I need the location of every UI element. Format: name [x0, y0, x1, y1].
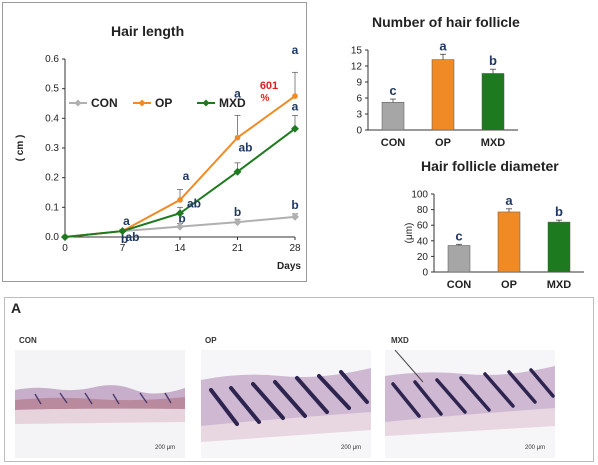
x-tick-label-mxd: MXD — [547, 279, 572, 290]
bar-op — [431, 59, 455, 131]
histology-label-con: CON — [19, 336, 37, 345]
significance-letter: b — [121, 232, 128, 246]
data-point — [176, 222, 184, 231]
annotation-unit: % — [261, 93, 270, 104]
histology-image-op — [201, 350, 371, 458]
y-tick-label: 0.1 — [45, 202, 59, 213]
y-tick-label: 20 — [417, 252, 429, 263]
y-tick-label: 0.5 — [45, 84, 59, 95]
significance-letter: ab — [238, 141, 252, 155]
significance-letter: b — [178, 212, 185, 226]
y-tick-label: 0.0 — [45, 232, 59, 243]
scale-bar-mxd: 200 μm — [525, 445, 546, 451]
data-point — [291, 212, 299, 221]
data-point — [61, 233, 69, 241]
significance-letter: a — [439, 38, 447, 53]
legend-marker — [138, 99, 146, 107]
x-tick-label: 0 — [62, 243, 68, 254]
significance-letter: ab — [125, 230, 139, 244]
significance-letter: b — [555, 204, 563, 219]
legend-label-con: CON — [91, 96, 118, 110]
x-tick-label: 14 — [174, 243, 186, 254]
legend-marker — [74, 99, 82, 107]
legend-label-mxd: MXD — [219, 96, 246, 110]
y-tick-label: 0.6 — [45, 54, 59, 65]
data-point — [177, 197, 183, 203]
annotation-value: 601 — [260, 80, 278, 92]
y-tick-label: 100 — [411, 190, 428, 201]
significance-letter: c — [455, 228, 462, 243]
follicle-diameter-title: Hair follicle diameter — [421, 158, 559, 174]
x-tick-label: 21 — [232, 243, 244, 254]
bar-mxd — [481, 73, 505, 131]
y-axis-label: ( cm ) — [15, 135, 26, 162]
histology-panel: A CON 200 μm OP 200 μm MXD — [4, 297, 594, 462]
data-point — [292, 93, 298, 99]
significance-letter: a — [183, 169, 190, 183]
significance-letter: b — [291, 198, 298, 212]
significance-letter: a — [292, 43, 299, 57]
x-tick-label-con: CON — [447, 279, 472, 290]
y-tick-label: 12 — [351, 62, 363, 73]
significance-letter: ab — [187, 196, 201, 210]
significance-letter: a — [505, 193, 513, 208]
bar-mxd — [547, 221, 571, 273]
follicle-count-svg: 0 3 6 9 12 15 c CON a OP b MXD — [351, 38, 518, 149]
significance-letter: b — [489, 53, 497, 68]
panel-letter: A — [11, 300, 22, 316]
y-tick-label: 0 — [356, 126, 362, 137]
follicle-diameter-svg: 0 20 40 60 80 100 (μm) c CON a OP b MXD — [404, 190, 584, 290]
histology-label-mxd: MXD — [391, 336, 409, 345]
x-tick-label-con: CON — [381, 137, 406, 149]
y-tick-label: 3 — [356, 110, 362, 121]
x-tick-label: 7 — [120, 243, 126, 254]
y-tick-label: 80 — [417, 205, 429, 216]
x-axis-label: Days — [277, 261, 301, 272]
significance-letter: a — [123, 214, 130, 228]
bar-con — [381, 102, 405, 131]
data-point — [118, 227, 127, 236]
y-axis-label: (μm) — [404, 223, 415, 244]
y-tick-label: 60 — [417, 221, 429, 232]
y-tick-label: 15 — [351, 46, 363, 57]
hair-length-title: Hair length — [111, 23, 185, 39]
x-tick-label: 28 — [289, 243, 301, 254]
significance-letter: c — [389, 83, 396, 98]
data-point — [233, 218, 242, 227]
scale-bar-con: 200 μm — [155, 445, 176, 451]
bar-op — [497, 211, 521, 273]
x-tick-label-op: OP — [501, 279, 517, 290]
y-tick-label: 0 — [422, 268, 428, 279]
data-point — [233, 167, 242, 176]
y-tick-label: 6 — [356, 94, 362, 105]
histology-image-con — [15, 350, 185, 458]
significance-letter: a — [292, 100, 299, 114]
significance-letter: a — [234, 87, 241, 101]
histology-image-mxd — [385, 350, 555, 458]
scale-bar-op: 200 μm — [341, 445, 362, 451]
x-tick-label-mxd: MXD — [481, 137, 506, 149]
significance-letter: b — [234, 205, 241, 219]
histology-label-op: OP — [205, 336, 217, 345]
y-tick-label: 40 — [417, 236, 429, 247]
y-tick-label: 0.3 — [45, 143, 59, 154]
bar-con — [447, 245, 471, 273]
y-tick-label: 9 — [356, 78, 362, 89]
x-tick-label-op: OP — [435, 137, 451, 149]
legend-label-op: OP — [155, 96, 172, 110]
legend-marker — [202, 99, 210, 107]
y-tick-label: 0.2 — [45, 173, 59, 184]
y-tick-label: 0.4 — [45, 113, 59, 124]
hair-length-svg: 0.0 0.1 0.2 0.3 0.4 0.5 0.6 0 7 14 21 28 Days ( cm ) b… — [15, 43, 301, 272]
data-point — [176, 209, 184, 218]
hair-length-chart-panel: Hair length 0.0 0.1 0.2 0.3 0.4 0.5 0.6 0 7 14 21 2… — [2, 2, 307, 282]
follicle-count-title: Number of hair follicle — [372, 14, 520, 30]
data-point — [234, 134, 241, 141]
